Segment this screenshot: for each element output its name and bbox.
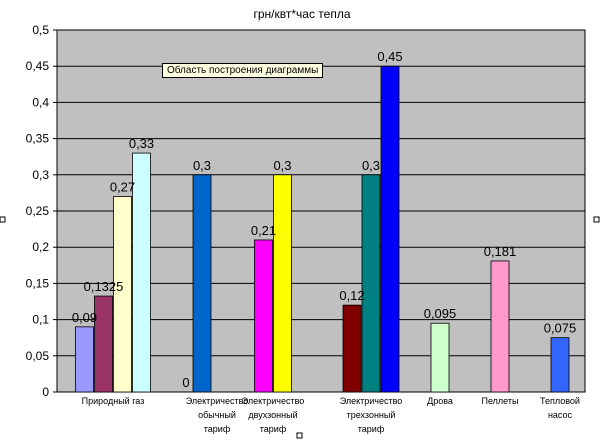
y-axis-ticks: 0 0,05 0,1 0,15 0,2 0,25 0,3 0,35 0,4 0,45 0,5 <box>26 23 57 399</box>
selection-handle-right[interactable] <box>593 216 600 223</box>
selection-handle-bottom[interactable] <box>296 432 303 439</box>
x-category-label-line: Электричество <box>186 396 249 406</box>
x-category-label-line: Электричество <box>340 396 403 406</box>
x-category-label-line: обычный <box>198 410 236 420</box>
y-tick-label: 0,35 <box>26 132 50 146</box>
bar <box>132 152 151 393</box>
data-label: 0,33 <box>129 136 154 151</box>
data-label: 0,12 <box>339 288 364 303</box>
x-category-label: Электричество двухзонный тариф <box>242 396 305 434</box>
x-category-label-line: двухзонный <box>248 410 297 420</box>
data-label: 0,075 <box>544 321 577 336</box>
y-tick-label: 0,5 <box>32 23 49 37</box>
selection-handle-left[interactable] <box>0 216 6 223</box>
chart-title: грн/квт*час тепла <box>253 7 350 21</box>
data-label: 0 <box>182 375 189 390</box>
plot-area-tooltip: Область построения диаграммы <box>162 63 324 78</box>
x-category-label: Природный газ <box>82 396 145 406</box>
data-label: 0,21 <box>251 223 276 238</box>
data-label: 0,3 <box>193 158 211 173</box>
bar <box>192 174 212 393</box>
x-category-label: Тепловой насос <box>540 396 580 420</box>
y-tick-label: 0,15 <box>26 276 50 290</box>
bar <box>550 337 570 393</box>
x-axis-categories: Природный газ Электричество обычный тарифЭл… <box>82 396 580 434</box>
data-label: 0,095 <box>424 306 457 321</box>
x-category-label-line: Электричество <box>242 396 305 406</box>
bars <box>75 65 570 393</box>
y-tick-label: 0,3 <box>32 168 49 182</box>
data-label: 0,09 <box>72 310 97 325</box>
y-tick-label: 0,4 <box>32 95 49 109</box>
bar <box>490 260 510 393</box>
x-category-label: Пеллеты <box>482 396 519 406</box>
data-label: 0,27 <box>110 180 135 195</box>
bar <box>94 295 113 393</box>
x-category-label-line: насос <box>548 410 573 420</box>
data-label: 0,45 <box>377 49 402 64</box>
x-category-label-line: Пеллеты <box>482 396 519 406</box>
bar <box>273 174 292 393</box>
data-label: 0,3 <box>273 158 291 173</box>
bar <box>361 174 381 393</box>
y-tick-label: 0,45 <box>26 59 50 73</box>
x-category-label-line: тариф <box>260 424 287 434</box>
y-tick-label: 0,2 <box>32 240 49 254</box>
x-category-label-line: трехзонный <box>347 410 396 420</box>
bar <box>380 65 400 393</box>
x-category-label: Дрова <box>427 396 453 406</box>
x-category-label-line: Тепловой <box>540 396 580 406</box>
x-category-label-line: Природный газ <box>82 396 145 406</box>
data-labels: 0,09 0,1325 0,27 0,33 0 0,3 0,21 0,3 0,12 0,3 0,45… <box>72 49 576 390</box>
y-tick-label: 0,1 <box>32 313 49 327</box>
selection-handles[interactable] <box>0 216 600 439</box>
x-category-label-line: тариф <box>204 424 231 434</box>
bar <box>342 304 362 393</box>
data-label: 0,1325 <box>84 279 124 294</box>
bar <box>75 326 94 393</box>
x-category-label-line: тариф <box>358 424 385 434</box>
y-tick-label: 0,05 <box>26 349 50 363</box>
x-category-label-line: Дрова <box>427 396 453 406</box>
data-label: 0,3 <box>362 158 380 173</box>
x-category-label: Электричество обычный тариф <box>186 396 249 434</box>
bar <box>113 196 132 393</box>
x-category-label: Электричество трехзонный тариф <box>340 396 403 434</box>
y-tick-label: 0,25 <box>26 204 50 218</box>
bar <box>430 322 450 393</box>
bar <box>254 239 273 393</box>
y-tick-label: 0 <box>42 385 49 399</box>
data-label: 0,181 <box>484 244 517 259</box>
